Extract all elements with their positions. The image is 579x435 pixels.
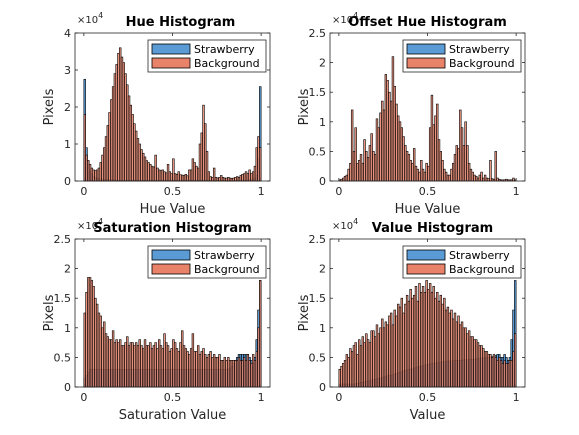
y-tick-label: 1 <box>319 116 326 129</box>
y-tick-label: 2 <box>64 101 71 114</box>
y-tick-label: 0 <box>64 381 71 394</box>
legend-swatch-strawberry <box>151 249 191 261</box>
legend-label-background: Background <box>194 263 260 276</box>
y-tick-label: 1 <box>64 138 71 151</box>
y-tick-label: 2 <box>319 263 326 276</box>
y-tick-label: 2.5 <box>309 233 327 246</box>
chart-title: Offset Hue Histogram <box>348 15 507 30</box>
x-tick-label: 0 <box>335 391 342 404</box>
x-tick-label: 0 <box>80 391 87 404</box>
legend-label-background: Background <box>449 57 515 70</box>
y-exponent-label: ×104 <box>332 11 358 26</box>
y-tick-label: 1 <box>64 322 71 335</box>
y-tick-label: 0.5 <box>54 351 72 364</box>
x-tick-label: 1 <box>513 185 520 198</box>
legend-swatch-background <box>151 263 191 275</box>
y-tick-label: 0 <box>64 175 71 188</box>
x-tick-label: 0 <box>335 185 342 198</box>
legend-swatch-background <box>406 57 446 69</box>
y-axis-label: Pixels <box>42 88 57 125</box>
legend-label-background: Background <box>449 263 515 276</box>
y-tick-label: 2.5 <box>309 27 327 40</box>
series-background <box>338 56 517 182</box>
legend-swatch-strawberry <box>151 43 191 55</box>
y-tick-label: 0 <box>319 175 326 188</box>
y-tick-label: 0 <box>319 381 326 394</box>
y-tick-label: 2.5 <box>54 233 72 246</box>
subplot-1: 0 0.5 1 0 1 2 3 4 ×104 Hue Histogram Hue Value Pixe… <box>42 11 271 217</box>
y-exponent-label: ×104 <box>77 217 103 232</box>
bar <box>259 280 262 388</box>
y-tick-label: 2 <box>319 57 326 70</box>
legend-swatch-strawberry <box>406 43 446 55</box>
legend-label-background: Background <box>194 57 260 70</box>
y-exponent-label: ×104 <box>77 11 103 26</box>
legend-swatch-background <box>406 263 446 275</box>
series-background <box>83 277 262 388</box>
legend-label-strawberry: Strawberry <box>449 43 510 56</box>
chart-title: Value Histogram <box>372 221 493 236</box>
y-tick-label: 1.5 <box>309 292 327 305</box>
x-tick-label: 0 <box>80 185 87 198</box>
y-tick-label: 2 <box>64 263 71 276</box>
y-axis-label: Pixels <box>297 294 312 331</box>
y-axis-label: Pixels <box>297 88 312 125</box>
y-axis-label: Pixels <box>42 294 57 331</box>
legend-label-strawberry: Strawberry <box>449 249 510 262</box>
x-tick-label: 0.5 <box>164 185 182 198</box>
y-tick-label: 3 <box>64 64 71 77</box>
x-tick-label: 0.5 <box>419 185 437 198</box>
x-tick-label: 1 <box>258 185 265 198</box>
legend-swatch-background <box>151 57 191 69</box>
x-axis-label: Saturation Value <box>119 408 227 423</box>
x-tick-label: 1 <box>258 391 265 404</box>
bars <box>338 280 517 388</box>
y-tick-label: 0.5 <box>309 351 327 364</box>
y-tick-label: 4 <box>64 27 71 40</box>
legend-label-strawberry: Strawberry <box>194 249 255 262</box>
y-tick-label: 1.5 <box>309 86 327 99</box>
x-tick-label: 1 <box>513 391 520 404</box>
x-tick-label: 0.5 <box>419 391 437 404</box>
y-tick-label: 1 <box>319 322 326 335</box>
x-axis-label: Hue Value <box>395 202 461 217</box>
y-exponent-label: ×104 <box>332 217 358 232</box>
bar <box>489 159 492 182</box>
bar <box>494 151 497 182</box>
subplot-4: 0 0.5 1 0 0.5 1 1.5 2 2.5 ×104 Value Histogram Valu… <box>297 217 526 423</box>
x-axis-label: Value <box>410 408 446 423</box>
legend-label-strawberry: Strawberry <box>194 43 255 56</box>
bar <box>514 333 517 388</box>
legend-swatch-strawberry <box>406 249 446 261</box>
x-axis-label: Hue Value <box>140 202 206 217</box>
y-tick-label: 0.5 <box>309 145 327 158</box>
chart-title: Hue Histogram <box>126 15 236 30</box>
bar <box>259 147 262 182</box>
y-tick-label: 1.5 <box>54 292 72 305</box>
x-tick-label: 0.5 <box>164 391 182 404</box>
chart-title: Saturation Histogram <box>93 221 251 236</box>
bars <box>338 56 517 182</box>
